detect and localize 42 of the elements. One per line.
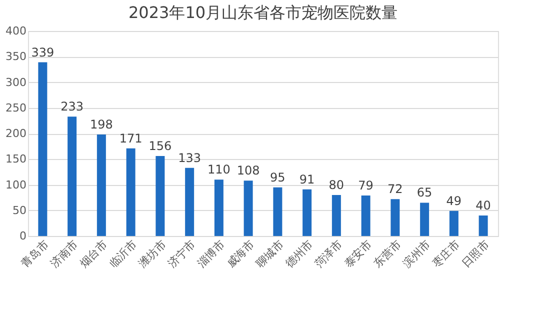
data-label: 171 (119, 131, 142, 146)
data-label: 72 (388, 182, 403, 196)
y-tick-label: 400 (6, 24, 26, 38)
bar (244, 180, 253, 236)
data-label: 95 (270, 170, 286, 184)
data-label: 133 (178, 150, 202, 165)
y-tick-label: 150 (6, 152, 26, 166)
y-tick-label: 200 (6, 127, 26, 140)
data-label: 233 (60, 100, 84, 114)
bar (126, 148, 136, 236)
bar (185, 168, 194, 236)
data-label: 80 (328, 178, 344, 192)
bar (38, 62, 48, 236)
data-label: 91 (299, 172, 315, 186)
bar (214, 180, 224, 236)
y-tick-label: 250 (6, 101, 26, 114)
y-tick-label: 350 (6, 50, 26, 64)
bar (449, 210, 458, 236)
bar (273, 187, 282, 236)
bar (478, 216, 488, 236)
data-label: 339 (31, 45, 54, 60)
data-label: 198 (90, 118, 113, 132)
bar (68, 116, 77, 236)
data-label: 40 (476, 198, 491, 212)
bar (96, 134, 106, 236)
y-tick-label: 100 (6, 178, 26, 192)
bar (332, 195, 341, 236)
data-label: 65 (416, 186, 432, 200)
y-tick-label: 50 (12, 204, 26, 217)
data-label: 108 (236, 164, 260, 178)
bar (156, 156, 165, 236)
y-tick-label: 0 (20, 230, 26, 242)
bar (302, 189, 312, 236)
bar (420, 202, 430, 236)
bar (361, 196, 370, 236)
y-tick-label: 300 (6, 76, 26, 89)
bar (390, 199, 400, 236)
data-label: 156 (148, 139, 172, 154)
chart-title: 2023年10月山东省各市宠物医院数量 (128, 3, 398, 22)
data-label: 49 (446, 194, 462, 208)
data-label: 110 (207, 162, 230, 177)
data-label: 79 (358, 178, 374, 193)
